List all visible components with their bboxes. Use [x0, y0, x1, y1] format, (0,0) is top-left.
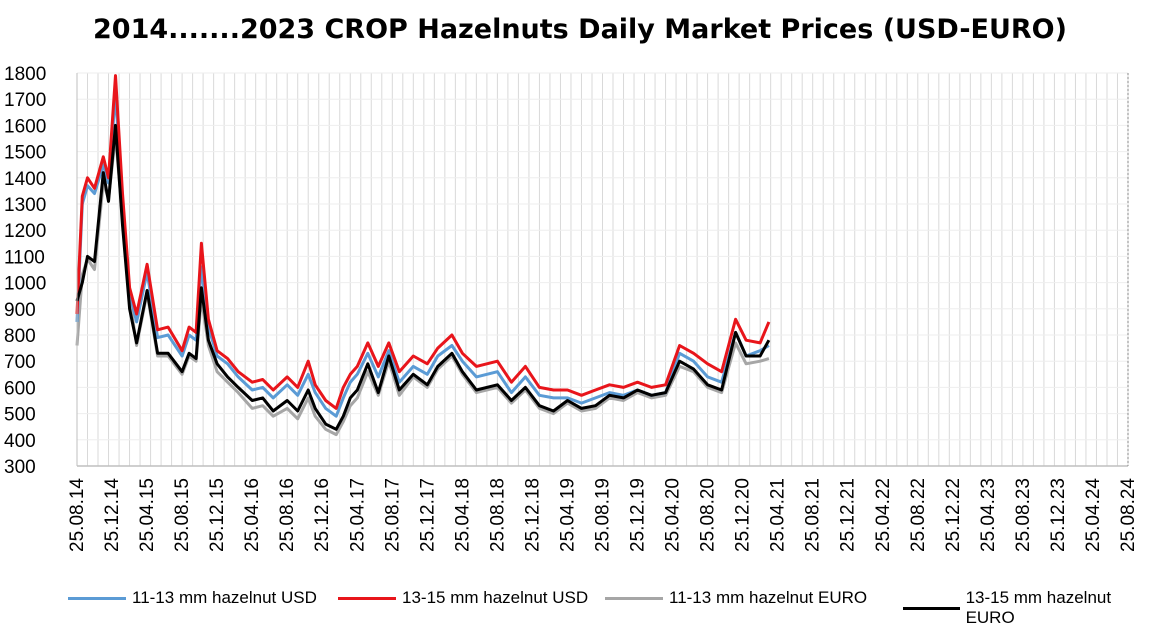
x-tick-label: 25.08.20 [698, 478, 719, 552]
x-tick-label: 25.04.19 [557, 478, 578, 552]
legend-item-4: 13-15 mm hazelnut EURO [903, 588, 1160, 628]
x-tick-label: 25.04.15 [137, 478, 158, 552]
x-tick-label: 25.08.16 [277, 478, 298, 552]
y-tick-label: 1200 [4, 221, 46, 242]
y-tick-label: 1000 [4, 274, 46, 295]
y-tick-label: 1800 [4, 64, 46, 85]
axes [76, 73, 1129, 467]
y-tick-label: 1100 [4, 247, 45, 268]
y-tick-label: 900 [4, 300, 36, 321]
y-tick-label: 700 [4, 352, 36, 373]
x-tick-label: 25.12.14 [102, 478, 123, 552]
series-layer [75, 74, 771, 437]
legend-label: 11-13 mm hazelnut EURO [669, 588, 868, 607]
x-tick-label: 25.12.23 [1048, 478, 1069, 552]
x-tick-label: 25.04.16 [242, 478, 263, 552]
x-tick-label: 25.12.16 [312, 478, 333, 552]
x-tick-label: 25.12.17 [417, 478, 438, 552]
y-tick-label: 1700 [4, 90, 46, 111]
x-tick-label: 25.12.19 [628, 478, 649, 552]
legend-swatch [338, 596, 396, 600]
y-tick-label: 1300 [4, 195, 46, 216]
vertical-gridlines [87, 73, 1129, 466]
y-tick-label: 1600 [4, 116, 46, 137]
y-tick-label: 800 [4, 326, 36, 347]
x-tick-label: 25.04.24 [1083, 478, 1104, 552]
legend-item-1: 11-13 mm hazelnut USD [68, 588, 317, 608]
y-tick-label: 400 [4, 431, 36, 452]
legend-item-2: 13-15 mm hazelnut USD [338, 588, 588, 608]
x-tick-label: 25.08.19 [593, 478, 614, 552]
x-tick-labels: 25.08.14 25.12.14 25.04.15 25.08.15 25.12.15… [67, 478, 1139, 552]
x-tick-label: 25.08.22 [908, 478, 929, 552]
x-tick-label: 25.08.23 [1013, 478, 1034, 552]
x-tick-label: 25.12.20 [733, 478, 754, 552]
y-tick-label: 300 [4, 457, 36, 478]
x-tick-label: 25.12.15 [207, 478, 228, 552]
y-tick-label: 1500 [4, 143, 46, 164]
x-tick-label: 25.08.21 [803, 478, 824, 552]
x-tick-label: 25.08.14 [67, 478, 88, 552]
legend-label: 13-15 mm hazelnut EURO [965, 588, 1112, 627]
y-tick-label: 600 [4, 378, 36, 399]
legend-label: 11-13 mm hazelnut USD [132, 588, 317, 607]
legend-label: 13-15 mm hazelnut USD [402, 588, 589, 607]
x-tick-label: 25.04.22 [873, 478, 894, 552]
x-tick-label: 25.04.17 [347, 478, 368, 552]
x-tick-label: 25.08.17 [382, 478, 403, 552]
legend-swatch [903, 606, 960, 610]
series-line-2 [75, 74, 771, 410]
y-tick-label: 1400 [4, 169, 46, 190]
x-tick-label: 25.12.18 [522, 478, 543, 552]
x-tick-label: 25.08.15 [172, 478, 193, 552]
legend: 11-13 mm hazelnut USD 13-15 mm hazelnut U… [0, 588, 1160, 627]
legend-swatch [605, 596, 663, 600]
horizontal-gridlines [77, 72, 1128, 441]
y-tick-labels: 300 400 500 600 700 800 900 1000 1100 1200 1300 140… [4, 64, 46, 478]
x-tick-label: 25.08.18 [487, 478, 508, 552]
x-tick-label: 25.04.18 [452, 478, 473, 552]
x-tick-label: 25.12.21 [838, 478, 859, 552]
chart-title: 2014.......2023 CROP Hazelnuts Daily Mar… [93, 14, 1067, 45]
y-tick-label: 500 [4, 405, 36, 426]
series-line-4 [75, 123, 771, 431]
x-tick-label: 25.04.20 [663, 478, 684, 552]
line-chart: 300 400 500 600 700 800 900 1000 1100 1200 1300 140… [4, 64, 1139, 552]
x-tick-label: 25.04.21 [768, 478, 789, 552]
legend-item-3: 11-13 mm hazelnut EURO [605, 588, 867, 608]
x-tick-label: 25.12.22 [943, 478, 964, 552]
x-tick-label: 25.08.24 [1118, 478, 1139, 552]
legend-swatch [68, 596, 126, 600]
x-tick-label: 25.04.23 [978, 478, 999, 552]
